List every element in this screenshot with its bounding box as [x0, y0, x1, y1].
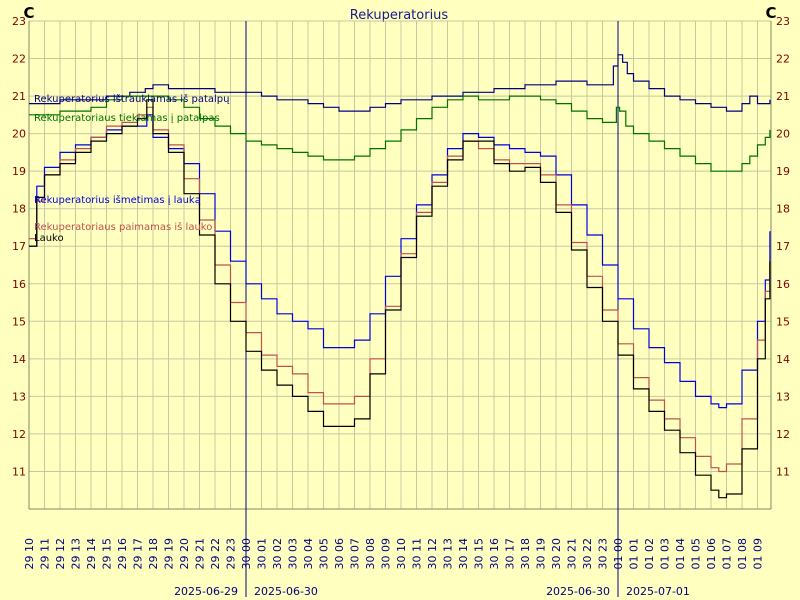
y-tick-label-right: 21: [776, 90, 790, 103]
x-tick-label: 29 18: [147, 538, 160, 570]
x-tick-label: 30 18: [519, 538, 532, 570]
x-tick-label: 30 20: [550, 538, 563, 570]
x-tick-label: 29 11: [39, 538, 52, 570]
x-tick-label: 30 15: [473, 538, 486, 570]
y-tick-label-right: 13: [776, 390, 790, 403]
x-tick-label: 30 10: [395, 538, 408, 570]
unit-label-right: C: [765, 4, 776, 22]
x-tick-label: 30 07: [349, 538, 362, 570]
y-tick-label-left: 15: [12, 315, 26, 328]
y-tick-label-right: 16: [776, 278, 790, 291]
x-tick-label: 30 21: [566, 538, 579, 570]
series-line-2: [29, 114, 771, 409]
x-tick-label: 01 01: [628, 538, 641, 570]
y-tick-label-left: 16: [12, 278, 26, 291]
legend-entry: Rekuperatorius ištraukiamas iš patalpų: [34, 93, 230, 105]
x-tick-label: 30 12: [426, 538, 439, 570]
y-tick-label-left: 20: [12, 128, 26, 141]
series-line-0: [29, 54, 771, 112]
y-tick-label-left: 12: [12, 428, 26, 441]
x-tick-label: 30 23: [597, 538, 610, 570]
y-tick-label-left: 22: [12, 53, 26, 66]
x-tick-label: 30 01: [256, 538, 269, 570]
x-tick-label: 01 02: [643, 538, 656, 570]
x-tick-label: 29 12: [54, 538, 67, 570]
legend-entry: Rekuperatoriaus tiekiamas į patalpas: [34, 113, 220, 124]
x-tick-label: 29 15: [101, 538, 114, 570]
day-label-before: 2025-06-29: [174, 585, 238, 598]
x-tick-label: 30 22: [581, 538, 594, 570]
series-line-1: [29, 95, 771, 172]
unit-label-left: C: [23, 4, 34, 22]
x-tick-label: 01 04: [674, 538, 687, 570]
y-tick-label-left: 19: [12, 165, 26, 178]
x-tick-label: 29 10: [23, 538, 36, 570]
x-tick-label: 01 07: [721, 538, 734, 570]
day-label-after: 2025-06-30: [254, 585, 318, 598]
x-tick-label: 30 09: [380, 538, 393, 570]
x-tick-label: 30 17: [504, 538, 517, 570]
y-tick-label-right: 22: [776, 53, 790, 66]
x-tick-label: 01 06: [705, 538, 718, 570]
y-tick-label-left: 14: [12, 353, 26, 366]
x-tick-label: 29 19: [163, 538, 176, 570]
x-tick-label: 30 04: [302, 538, 315, 570]
x-tick-label: 30 11: [411, 538, 424, 570]
x-tick-label: 30 08: [364, 538, 377, 570]
day-label-before: 2025-06-30: [546, 585, 610, 598]
x-tick-label: 30 06: [333, 538, 346, 570]
x-tick-label: 29 14: [85, 538, 98, 570]
y-tick-label-right: 14: [776, 353, 790, 366]
x-tick-label: 30 19: [535, 538, 548, 570]
x-tick-label: 01 05: [690, 538, 703, 570]
y-tick-label-right: 18: [776, 203, 790, 216]
series-line-3: [29, 106, 771, 473]
chart-title: Rekuperatorius: [350, 8, 449, 23]
legend-entry: Rekuperatorius išmetimas į lauką: [34, 194, 201, 206]
x-tick-label: 30 16: [488, 538, 501, 570]
x-tick-label: 29 23: [225, 538, 238, 570]
y-tick-label-right: 15: [776, 315, 790, 328]
x-tick-label: 29 13: [70, 538, 83, 570]
y-tick-label-right: 11: [776, 465, 790, 478]
legend-entry: Lauko: [34, 233, 64, 244]
x-tick-label: 29 22: [209, 538, 222, 570]
x-tick-label: 29 16: [116, 538, 129, 570]
legend-entry: Rekuperatoriaus paimamas iš lauko: [34, 221, 212, 233]
y-tick-label-right: 12: [776, 428, 790, 441]
x-tick-label: 29 20: [178, 538, 191, 570]
y-tick-label-left: 21: [12, 90, 26, 103]
y-tick-label-left: 23: [12, 15, 26, 28]
x-tick-label: 01 08: [736, 538, 749, 570]
x-tick-label: 30 05: [318, 538, 331, 570]
y-tick-label-left: 11: [12, 465, 26, 478]
y-tick-label-left: 18: [12, 203, 26, 216]
x-tick-label: 30 13: [442, 538, 455, 570]
x-tick-label: 01 09: [752, 538, 765, 570]
y-tick-label-left: 17: [12, 240, 26, 253]
x-tick-label: 29 21: [194, 538, 207, 570]
x-tick-label: 30 03: [287, 538, 300, 570]
y-tick-label-right: 17: [776, 240, 790, 253]
y-tick-label-left: 13: [12, 390, 26, 403]
y-tick-label-right: 20: [776, 128, 790, 141]
plot-area: 11 11 12 12 13 13 14 14 15 15 16 16 17 17 18 18 19 19 20 20…: [12, 15, 790, 598]
y-tick-label-right: 19: [776, 165, 790, 178]
x-tick-label: 29 17: [132, 538, 145, 570]
day-label-after: 2025-07-01: [626, 585, 690, 598]
x-tick-label: 30 14: [457, 538, 470, 570]
x-tick-label: 30 02: [271, 538, 284, 570]
y-tick-label-right: 23: [776, 15, 790, 28]
series-line-4: [29, 99, 771, 499]
x-tick-label: 01 03: [659, 538, 672, 570]
